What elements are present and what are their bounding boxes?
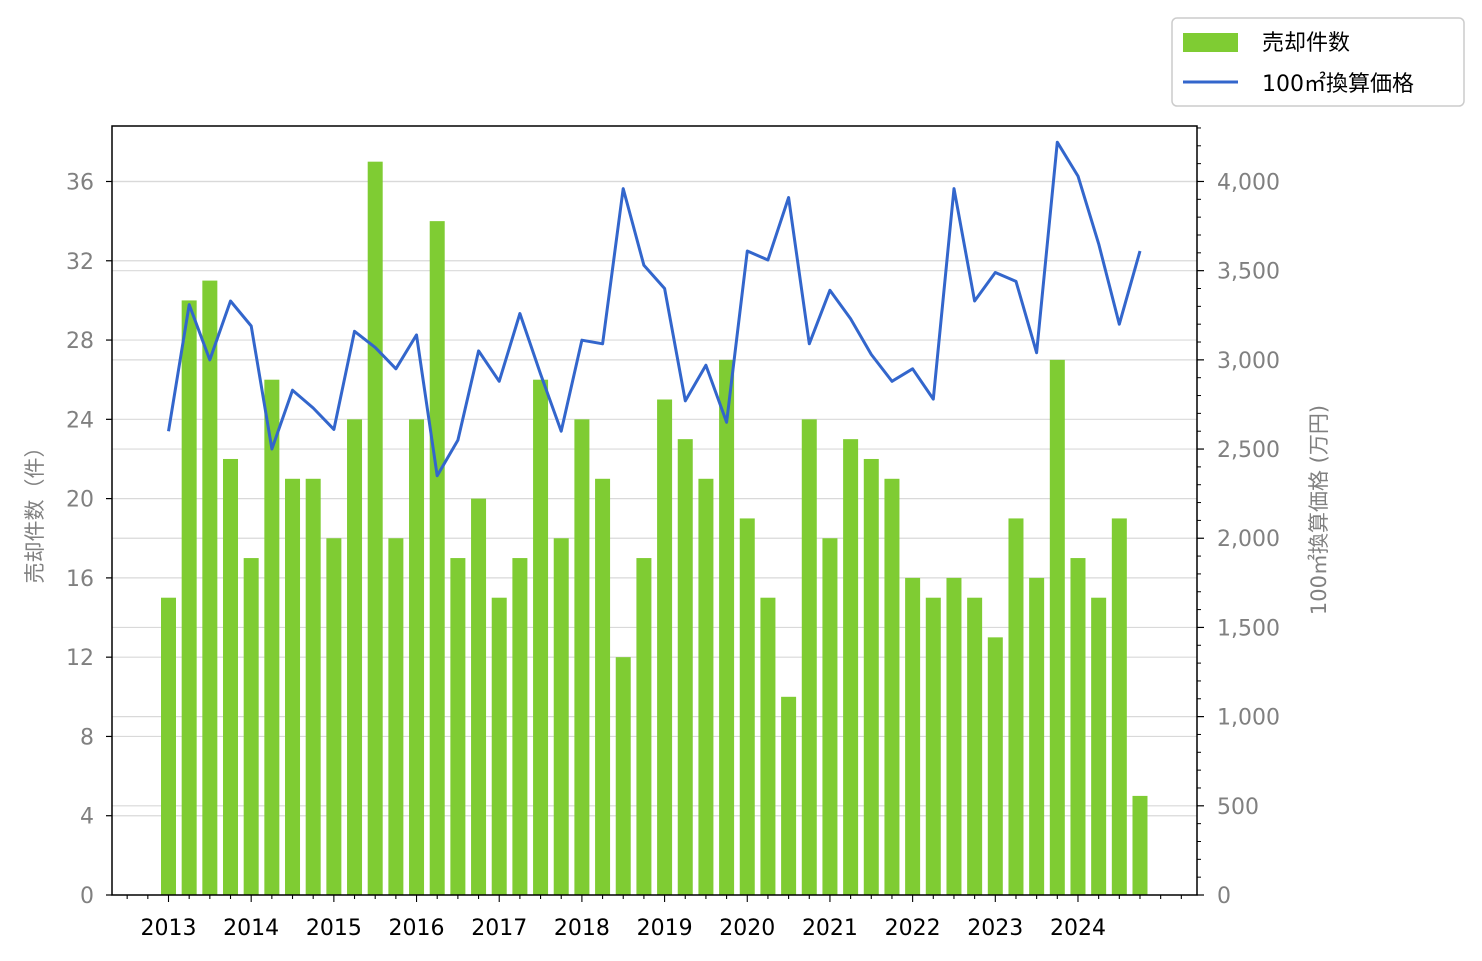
bar-11 bbox=[388, 538, 404, 895]
bar-46 bbox=[1111, 518, 1127, 895]
bar-31 bbox=[801, 419, 817, 895]
x-tick-label-3: 2016 bbox=[389, 916, 445, 941]
line-path bbox=[167, 140, 1142, 478]
bar-47 bbox=[1132, 795, 1148, 895]
bar-35 bbox=[884, 478, 900, 895]
right-tick-label-4: 2,000 bbox=[1217, 527, 1280, 552]
bar-10 bbox=[367, 161, 383, 895]
x-tick-label-11: 2024 bbox=[1050, 916, 1106, 941]
bar-30 bbox=[781, 696, 797, 895]
left-tick-label-8: 32 bbox=[66, 250, 94, 275]
bar-44 bbox=[1070, 558, 1086, 895]
legend: 売却件数 100㎡換算価格 bbox=[1171, 17, 1465, 107]
bar-22 bbox=[615, 657, 631, 895]
right-tick-label-1: 500 bbox=[1217, 795, 1259, 820]
bar-43 bbox=[1049, 359, 1065, 896]
bar-12 bbox=[409, 419, 425, 895]
bar-13 bbox=[429, 221, 445, 895]
bar-5 bbox=[264, 379, 280, 895]
right-tick-label-2: 1,000 bbox=[1217, 706, 1280, 731]
left-tick-label-7: 28 bbox=[66, 329, 94, 354]
x-tick-label-1: 2014 bbox=[223, 916, 279, 941]
bar-26 bbox=[698, 478, 714, 895]
right-tick-label-3: 1,500 bbox=[1217, 616, 1280, 641]
bar-8 bbox=[326, 538, 342, 895]
left-tick-label-4: 16 bbox=[66, 567, 94, 592]
x-tick-label-2: 2015 bbox=[306, 916, 362, 941]
left-tick-label-0: 0 bbox=[80, 884, 94, 909]
right-tick-label-6: 3,000 bbox=[1217, 349, 1280, 374]
bar-38 bbox=[946, 577, 962, 895]
x-tick-label-8: 2021 bbox=[802, 916, 858, 941]
bar-4 bbox=[243, 558, 259, 895]
bar-15 bbox=[471, 498, 487, 895]
bar-41 bbox=[1008, 518, 1024, 895]
left-tick-label-2: 8 bbox=[80, 725, 94, 750]
x-tick-label-6: 2019 bbox=[637, 916, 693, 941]
bar-45 bbox=[1091, 597, 1107, 895]
x-tick-label-10: 2023 bbox=[967, 916, 1023, 941]
x-tick-label-5: 2018 bbox=[554, 916, 610, 941]
bar-34 bbox=[863, 458, 879, 895]
right-tick-label-8: 4,000 bbox=[1217, 170, 1280, 195]
bar-9 bbox=[347, 419, 363, 895]
right-axis-ticks: 0 500 1,000 1,500 2,000 2,500 3,000 3,500 4,000 bbox=[1197, 127, 1280, 909]
left-tick-label-5: 20 bbox=[66, 488, 94, 513]
bar-40 bbox=[987, 637, 1003, 895]
bar-20 bbox=[574, 419, 590, 895]
bar-21 bbox=[595, 478, 611, 895]
left-tick-label-6: 24 bbox=[66, 408, 94, 433]
left-axis-ticks: 0 4 8 12 16 20 24 28 32 36 bbox=[66, 170, 112, 909]
bar-3 bbox=[223, 458, 239, 895]
bar-24 bbox=[657, 399, 673, 895]
bar-7 bbox=[305, 478, 321, 895]
bar-series bbox=[161, 161, 1148, 896]
x-tick-label-9: 2022 bbox=[885, 916, 941, 941]
bar-28 bbox=[739, 518, 755, 895]
plot-frame bbox=[111, 125, 1198, 896]
legend-line-label: 100㎡換算価格 bbox=[1262, 71, 1414, 97]
x-tick-label-4: 2017 bbox=[471, 916, 527, 941]
right-tick-label-5: 2,500 bbox=[1217, 438, 1280, 463]
bar-39 bbox=[967, 597, 983, 895]
legend-box bbox=[1171, 17, 1465, 107]
left-tick-label-9: 36 bbox=[66, 170, 94, 195]
bar-23 bbox=[636, 558, 652, 895]
bar-27 bbox=[719, 359, 735, 896]
bar-29 bbox=[760, 597, 776, 895]
y-right-axis-title: 100㎡換算価格 (万円) bbox=[1307, 405, 1331, 615]
x-tick-label-7: 2020 bbox=[719, 916, 775, 941]
axes bbox=[111, 125, 1198, 896]
bar-37 bbox=[925, 597, 941, 895]
bar-6 bbox=[285, 478, 301, 895]
bar-1 bbox=[181, 300, 197, 896]
y-left-axis-title: 売却件数（件） bbox=[23, 437, 47, 584]
left-tick-label-3: 12 bbox=[66, 646, 94, 671]
bar-25 bbox=[677, 439, 693, 895]
left-tick-label-1: 4 bbox=[80, 805, 94, 830]
x-tick-label-0: 2013 bbox=[141, 916, 197, 941]
bar-17 bbox=[512, 558, 528, 895]
legend-bar-swatch bbox=[1183, 33, 1238, 52]
bar-42 bbox=[1029, 577, 1045, 895]
line-series bbox=[167, 140, 1142, 478]
legend-bar-label: 売却件数 bbox=[1262, 31, 1350, 56]
bar-32 bbox=[822, 538, 838, 895]
right-tick-label-0: 0 bbox=[1217, 884, 1231, 909]
bar-2 bbox=[202, 280, 218, 895]
bar-0 bbox=[161, 597, 176, 895]
x-axis-ticks: 2013 2014 2015 2016 2017 2018 2019 2020 2021 2022… bbox=[126, 895, 1182, 941]
bar-33 bbox=[843, 439, 859, 895]
bar-18 bbox=[533, 379, 549, 895]
bar-16 bbox=[491, 597, 507, 895]
bar-14 bbox=[450, 558, 466, 895]
right-tick-label-7: 3,500 bbox=[1217, 260, 1280, 285]
bar-19 bbox=[553, 538, 569, 895]
bar-36 bbox=[905, 577, 921, 895]
